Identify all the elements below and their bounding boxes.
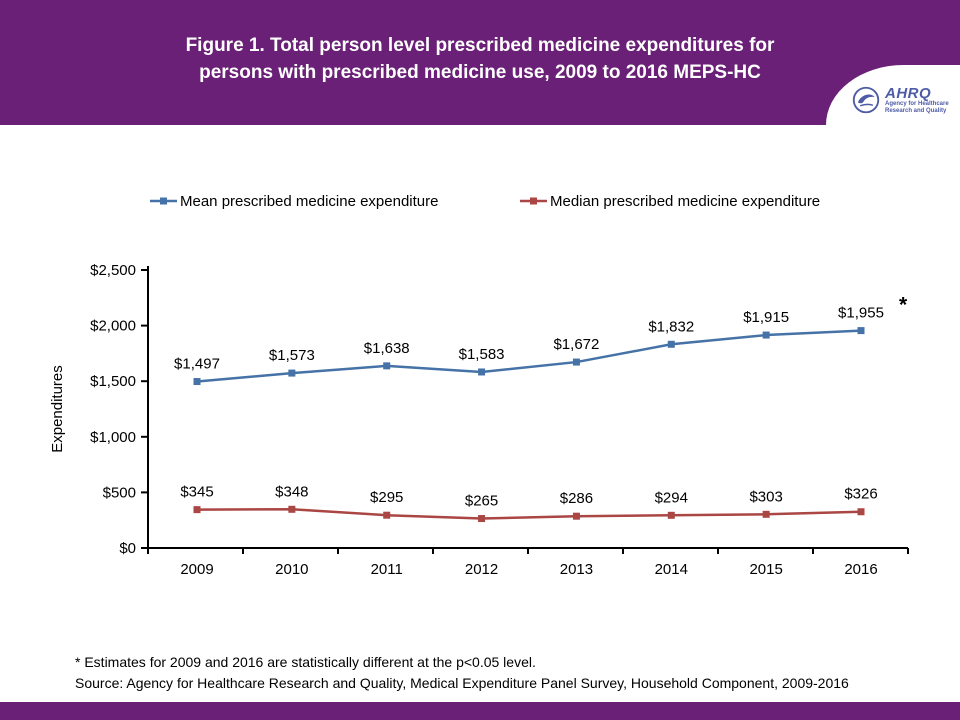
svg-text:$295: $295 bbox=[370, 489, 403, 506]
svg-text:$1,583: $1,583 bbox=[459, 346, 505, 363]
svg-text:$2,000: $2,000 bbox=[90, 318, 136, 335]
svg-text:$1,573: $1,573 bbox=[269, 347, 315, 364]
significance-footnote: * Estimates for 2009 and 2016 are statis… bbox=[75, 654, 536, 670]
figure-title-line1: Figure 1. Total person level prescribed … bbox=[185, 35, 775, 56]
svg-text:$1,500: $1,500 bbox=[90, 373, 136, 390]
svg-text:2015: 2015 bbox=[749, 561, 782, 578]
ahrq-logo-tagline: Agency for Healthcare Research and Quali… bbox=[885, 100, 949, 114]
svg-text:$1,832: $1,832 bbox=[648, 318, 694, 335]
ahrq-logo: AHRQ Agency for Healthcare Research and … bbox=[885, 86, 960, 115]
svg-text:Expenditures: Expenditures bbox=[49, 365, 66, 453]
footnotes: * Estimates for 2009 and 2016 are statis… bbox=[75, 652, 849, 694]
svg-text:$286: $286 bbox=[560, 490, 593, 507]
hhs-eagle-logo-icon bbox=[852, 86, 880, 114]
svg-text:$348: $348 bbox=[275, 483, 308, 500]
source-footnote: Source: Agency for Healthcare Research a… bbox=[75, 675, 849, 691]
svg-text:$1,000: $1,000 bbox=[90, 429, 136, 446]
figure-title-line2: persons with prescribed medicine use, 20… bbox=[199, 62, 761, 83]
footer-bar bbox=[0, 702, 960, 720]
svg-text:$294: $294 bbox=[655, 489, 688, 506]
svg-text:$1,915: $1,915 bbox=[743, 309, 789, 326]
header-banner: Figure 1. Total person level prescribed … bbox=[0, 0, 960, 125]
figure-title: Figure 1. Total person level prescribed … bbox=[0, 0, 960, 86]
svg-text:$303: $303 bbox=[749, 488, 782, 505]
svg-text:$1,955: $1,955 bbox=[838, 305, 884, 322]
svg-text:2012: 2012 bbox=[465, 561, 498, 578]
svg-text:$2,500: $2,500 bbox=[90, 262, 136, 279]
svg-text:$1,638: $1,638 bbox=[364, 340, 410, 357]
svg-text:$345: $345 bbox=[180, 484, 213, 501]
svg-text:$1,672: $1,672 bbox=[553, 336, 599, 353]
svg-text:2014: 2014 bbox=[655, 561, 688, 578]
svg-text:$500: $500 bbox=[103, 484, 136, 501]
svg-text:*: * bbox=[899, 294, 908, 317]
svg-text:$0: $0 bbox=[119, 540, 136, 557]
svg-text:Median prescribed medicine exp: Median prescribed medicine expenditure bbox=[550, 193, 820, 210]
svg-text:2009: 2009 bbox=[180, 561, 213, 578]
svg-text:2013: 2013 bbox=[560, 561, 593, 578]
svg-text:2011: 2011 bbox=[371, 561, 403, 578]
svg-text:$265: $265 bbox=[465, 493, 498, 510]
svg-text:Mean prescribed medicine expen: Mean prescribed medicine expenditure bbox=[180, 193, 438, 210]
svg-text:$1,497: $1,497 bbox=[174, 356, 220, 373]
expenditure-line-chart: $0 $500 $1,000 $1,500 $2,000 $2,500 2009 2010 20… bbox=[49, 193, 909, 578]
svg-text:$326: $326 bbox=[844, 486, 877, 503]
ahrq-logo-text: AHRQ bbox=[885, 84, 932, 102]
svg-text:2010: 2010 bbox=[275, 561, 308, 578]
svg-text:2016: 2016 bbox=[844, 561, 877, 578]
